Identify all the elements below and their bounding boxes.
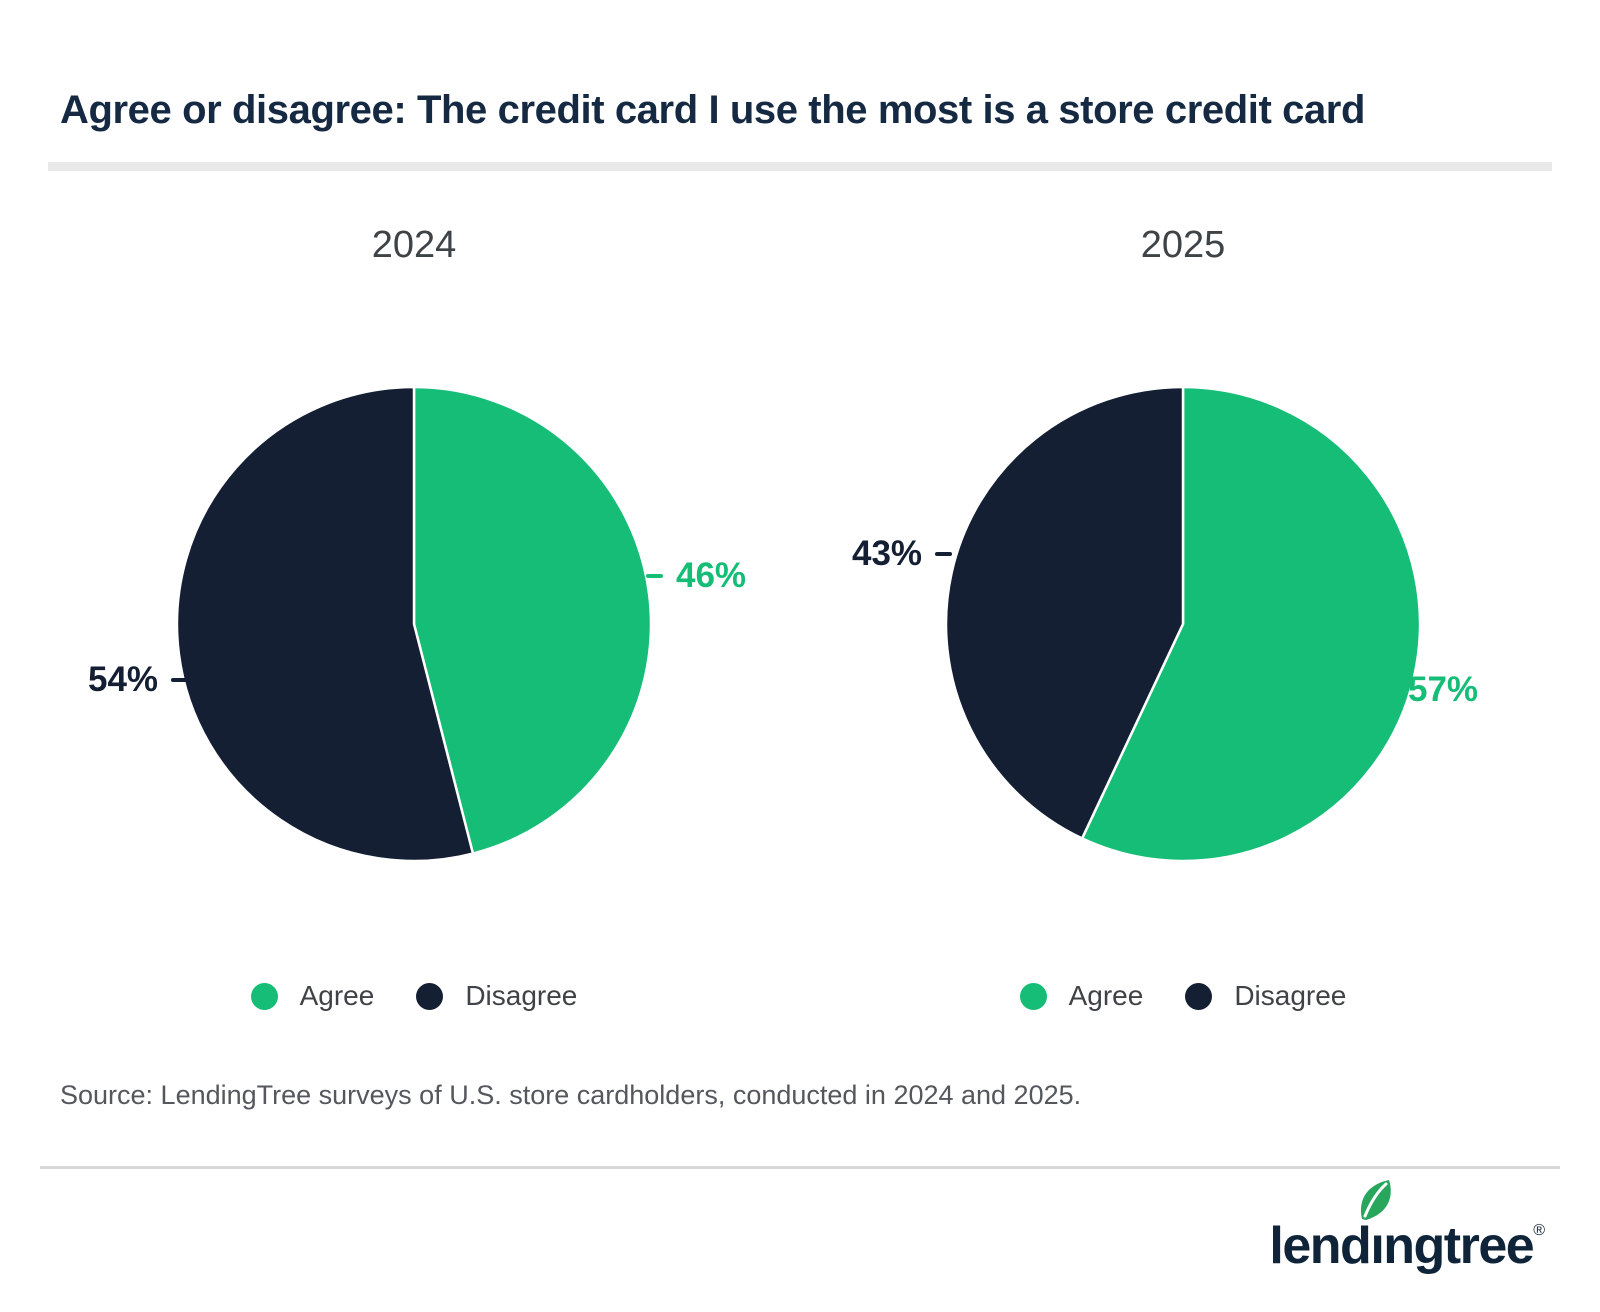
pie-slice-agree xyxy=(1080,385,1422,863)
footer-divider xyxy=(40,1166,1560,1169)
agree-swatch xyxy=(1019,982,1047,1010)
legend-item-disagree: Disagree xyxy=(416,980,577,1012)
callout-tick xyxy=(171,678,189,682)
pie-chart-2024 xyxy=(174,384,654,864)
logo-dotless-i: ı xyxy=(1370,1217,1384,1275)
pie-slice-disagree xyxy=(944,385,1185,840)
lendingtree-logo: lend ıngtree® xyxy=(1269,1180,1545,1276)
legend-label: Disagree xyxy=(1234,980,1347,1011)
data-label-2024-disagree: 54% xyxy=(88,660,189,700)
logo-text-suffix: ngtree xyxy=(1383,1217,1534,1275)
pie-chart-2025 xyxy=(943,384,1423,864)
data-label-value: 57% xyxy=(1408,670,1479,709)
data-label-value: 54% xyxy=(88,660,159,699)
logo-text-prefix: lend xyxy=(1269,1217,1371,1275)
legend-item-agree: Agree xyxy=(250,980,375,1012)
agree-swatch xyxy=(250,982,278,1010)
chart-2024-title: 2024 xyxy=(371,224,457,266)
callout-tick xyxy=(646,574,663,578)
legend-label: Agree xyxy=(1068,980,1144,1011)
pie-slice-disagree xyxy=(175,385,475,863)
logo-letter-i: ı xyxy=(1360,1180,1391,1276)
data-label-2025-agree: 57% xyxy=(1378,670,1478,710)
disagree-swatch xyxy=(416,982,444,1010)
data-label-2024-agree: 46% xyxy=(646,556,746,596)
legend-item-agree: Agree xyxy=(1019,980,1144,1012)
legend-item-disagree: Disagree xyxy=(1185,980,1346,1012)
legend-label: Agree xyxy=(299,980,375,1011)
registered-mark: ® xyxy=(1533,1222,1545,1239)
legend-label: Disagree xyxy=(465,980,578,1011)
legend-2024: Agree Disagree xyxy=(174,980,654,1012)
disagree-swatch xyxy=(1185,982,1213,1010)
pie-slice-agree xyxy=(412,385,653,855)
callout-tick xyxy=(1378,688,1395,692)
pie-2025-svg xyxy=(944,385,1422,863)
data-label-2025-disagree: 43% xyxy=(852,534,953,574)
legend-2025: Agree Disagree xyxy=(943,980,1423,1012)
title-divider xyxy=(48,162,1552,171)
chart-2025-title: 2025 xyxy=(1140,224,1226,266)
source-note: Source: LendingTree surveys of U.S. stor… xyxy=(60,1080,1082,1110)
page-title: Agree or disagree: The credit card I use… xyxy=(60,88,1365,132)
data-label-value: 46% xyxy=(676,556,747,595)
data-label-value: 43% xyxy=(852,534,923,573)
leaf-icon xyxy=(1360,1180,1391,1220)
callout-tick xyxy=(935,552,953,556)
pie-2024-svg xyxy=(175,385,653,863)
